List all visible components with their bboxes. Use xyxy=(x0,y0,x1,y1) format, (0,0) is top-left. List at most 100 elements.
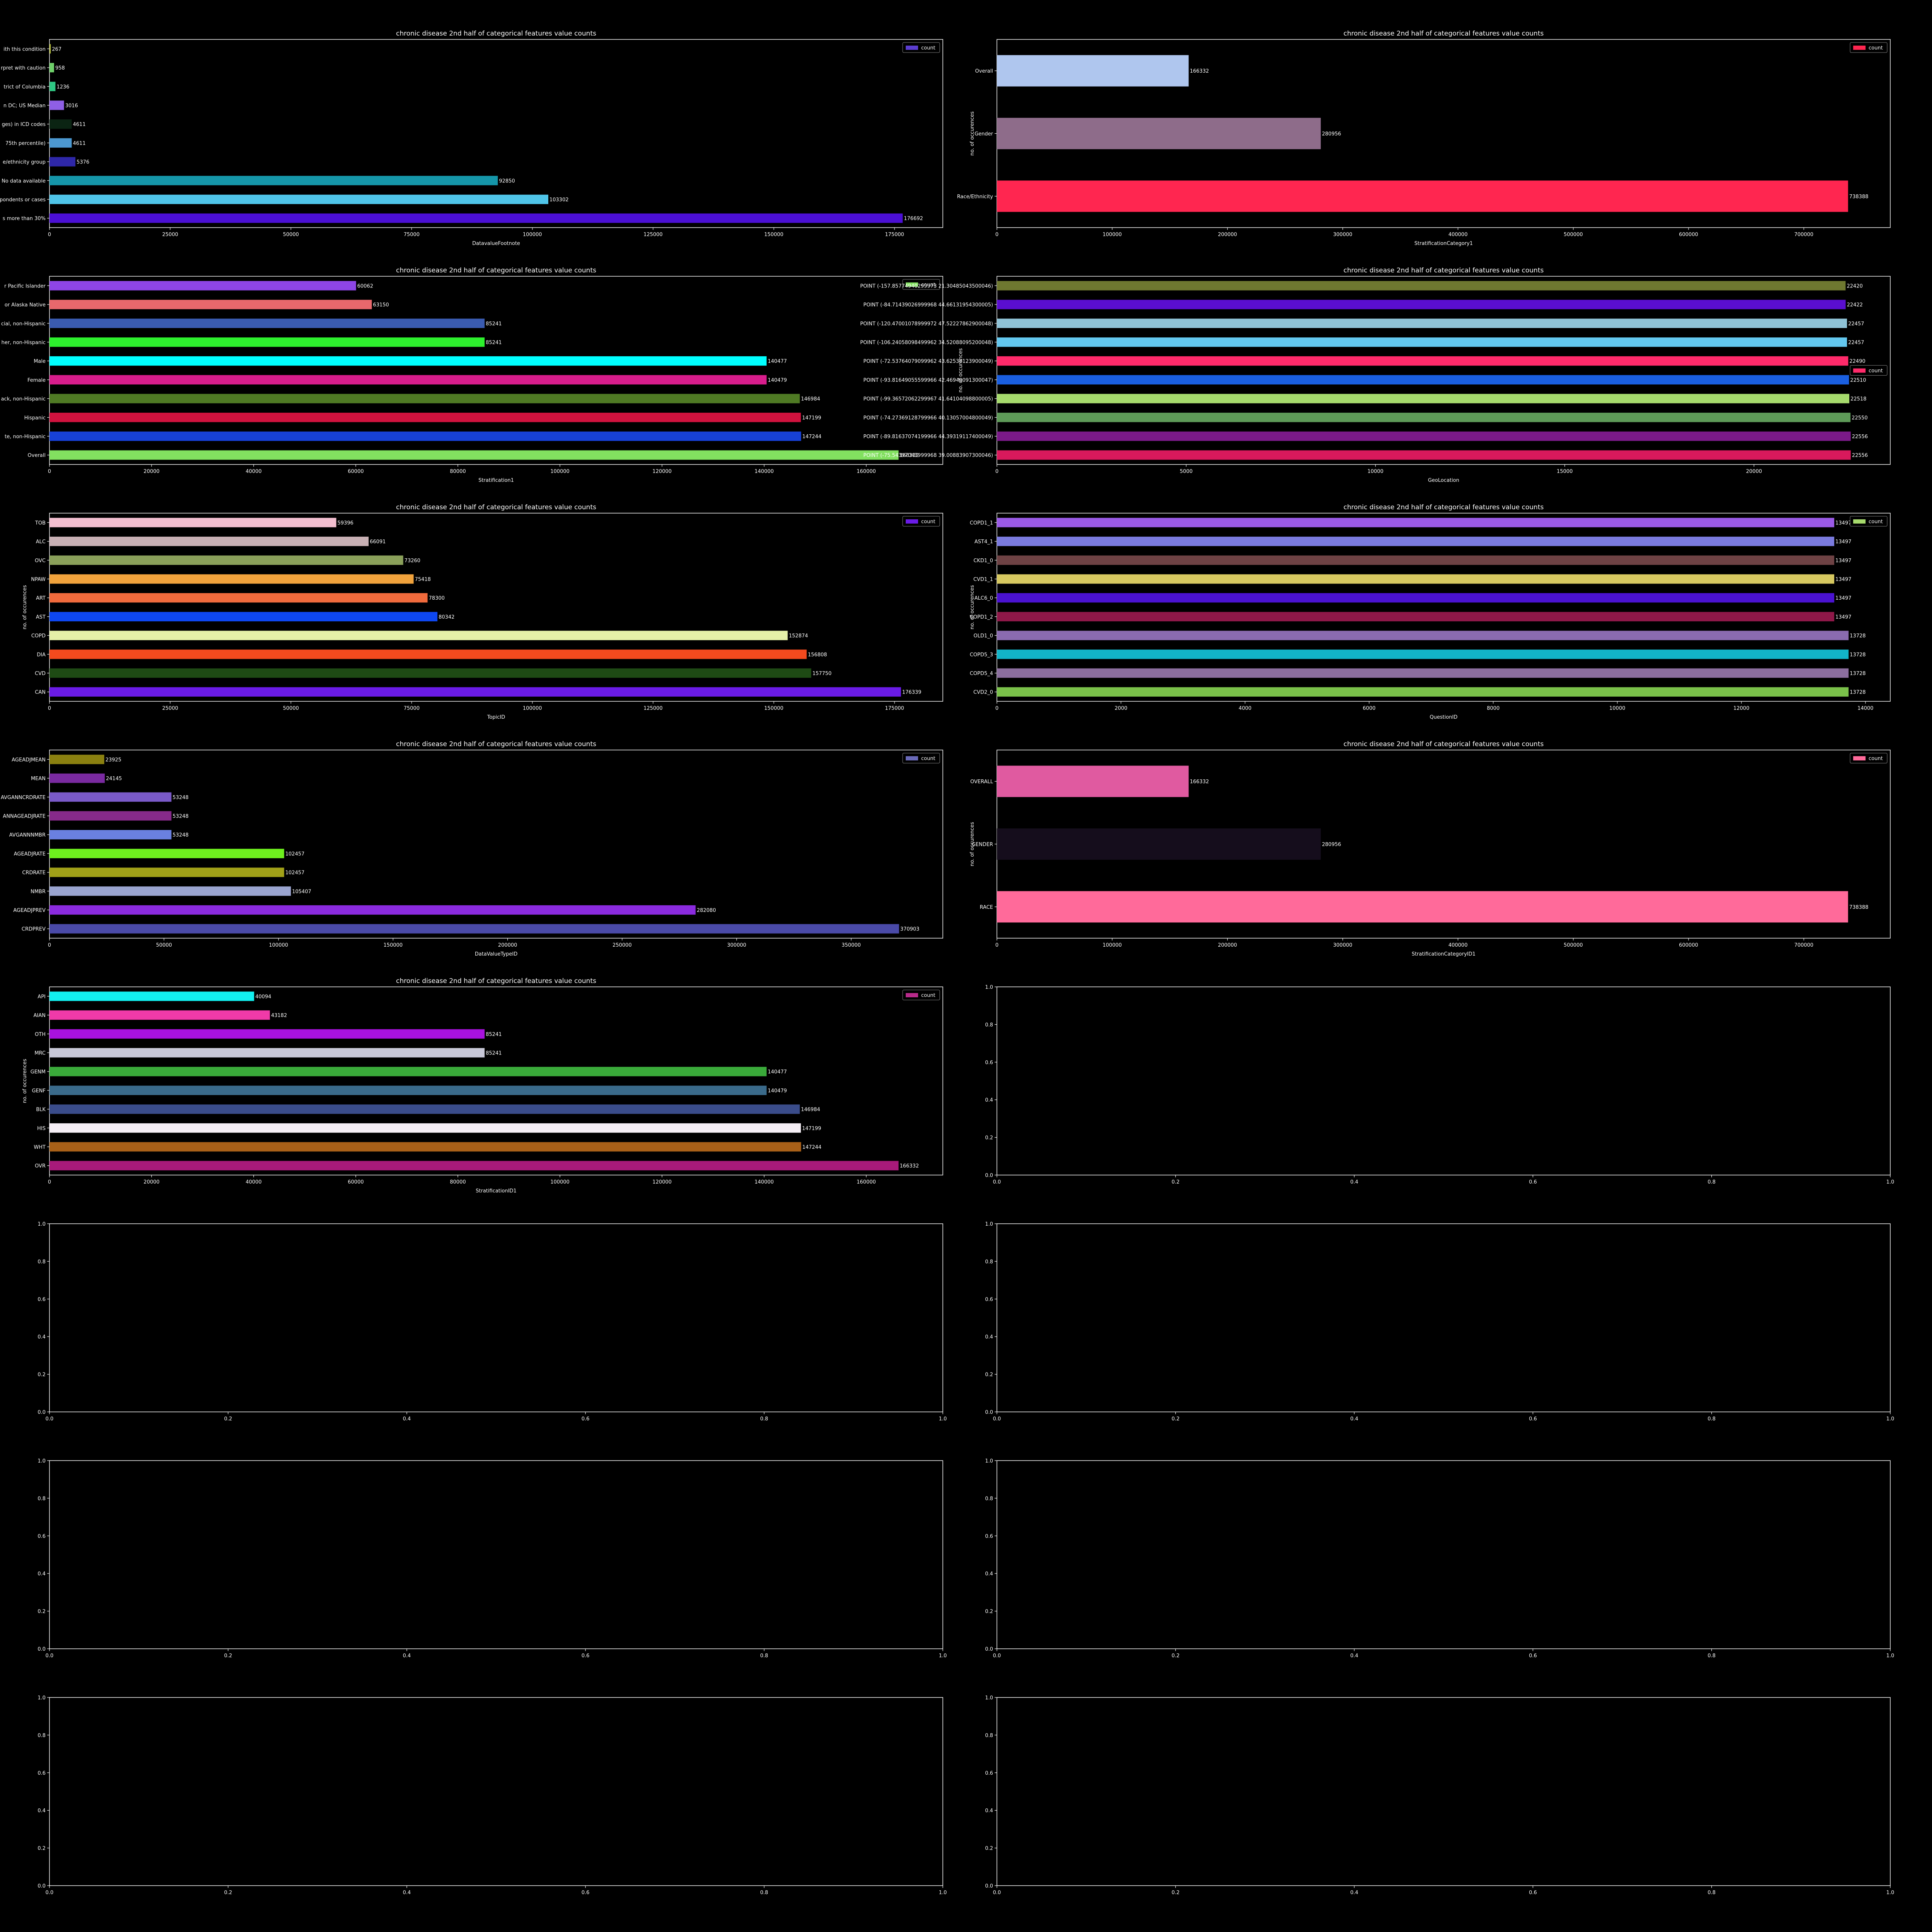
y-tick-label: 1.0 xyxy=(985,1695,993,1701)
empty-axes-12: 0.00.0 0.2 0.2 0.4 0.4 0.6 0.6 0.8 0.8 1.0 1.0 xyxy=(37,1458,947,1659)
x-tick-label: 50000 xyxy=(156,942,172,948)
y-tick-label: OVR xyxy=(35,1163,46,1169)
plot-frame xyxy=(49,1223,943,1412)
bar xyxy=(997,650,1849,659)
bar xyxy=(49,157,76,167)
data-label: 267 xyxy=(52,46,61,52)
bar xyxy=(997,828,1321,860)
y-tick-label: 1.0 xyxy=(985,1221,993,1227)
bar xyxy=(49,63,54,73)
x-tick-label: 10000 xyxy=(1367,469,1383,474)
plot-frame xyxy=(49,750,943,939)
legend-label: count xyxy=(921,45,935,51)
legend-box xyxy=(902,279,940,290)
legend-swatch xyxy=(906,519,918,524)
x-tick-label: 50000 xyxy=(283,706,299,711)
x-tick-label: 140000 xyxy=(755,469,774,474)
x-tick-label: 1.0 xyxy=(1886,1179,1895,1185)
x-tick-label: 175000 xyxy=(885,232,904,238)
data-label: 59396 xyxy=(337,520,353,526)
y-tick-label: 0.2 xyxy=(37,1609,46,1615)
x-tick-label: 20000 xyxy=(144,1179,160,1185)
x-tick-label: 0.2 xyxy=(224,1416,232,1422)
x-tick-label: 0.0 xyxy=(993,1653,1001,1659)
chart-3: chronic disease 2nd half of categorical … xyxy=(860,267,1891,483)
y-tick-label: 0.0 xyxy=(37,1410,46,1415)
data-label: 22457 xyxy=(1848,321,1864,327)
plot-frame xyxy=(997,1697,1891,1886)
data-label: 43182 xyxy=(271,1013,287,1019)
x-tick-label: 500000 xyxy=(1564,232,1583,238)
y-tick-label: 0.0 xyxy=(985,1410,993,1415)
bar xyxy=(49,1142,801,1152)
y-tick-label: 0.0 xyxy=(37,1646,46,1652)
x-tick-label: 0 xyxy=(48,706,51,711)
y-tick-label: ALC xyxy=(36,539,46,545)
legend-swatch xyxy=(906,993,918,997)
legend-box xyxy=(902,990,940,1000)
data-label: 4611 xyxy=(73,122,86,128)
y-tick-label: 0.4 xyxy=(37,1334,46,1340)
data-label: 176339 xyxy=(902,690,922,696)
legend-box xyxy=(1850,42,1888,53)
chart-title: chronic disease 2nd half of categorical … xyxy=(1344,503,1544,511)
x-tick-label: 50000 xyxy=(283,232,299,238)
y-tick-label: GENF xyxy=(32,1088,46,1094)
bar xyxy=(49,612,438,622)
chart-2: chronic disease 2nd half of categorical … xyxy=(1,267,943,483)
data-label: 85241 xyxy=(486,321,502,327)
x-tick-label: 0.4 xyxy=(403,1653,411,1659)
bar xyxy=(49,886,291,896)
data-label: 280956 xyxy=(1322,131,1341,137)
y-axis-label: no. of occurences xyxy=(22,585,28,629)
x-tick-label: 10000 xyxy=(1609,706,1625,711)
x-tick-label: 0.4 xyxy=(403,1890,411,1896)
plot-frame xyxy=(49,1460,943,1649)
y-tick-label: POINT (-84.71439026999968 44.66131954300… xyxy=(863,302,993,308)
x-tick-label: 0 xyxy=(48,942,51,948)
bar xyxy=(49,1123,801,1133)
x-tick-label: 700000 xyxy=(1794,942,1813,948)
plot-frame xyxy=(997,1223,1891,1412)
y-tick-label: 0.6 xyxy=(985,1534,993,1539)
x-tick-label: 25000 xyxy=(162,232,178,238)
x-tick-label: 140000 xyxy=(755,1179,774,1185)
x-tick-label: 0.2 xyxy=(224,1653,232,1659)
x-tick-label: 300000 xyxy=(1333,232,1352,238)
data-label: 102457 xyxy=(285,851,304,857)
legend-label: count xyxy=(921,519,935,525)
x-tick-label: 500000 xyxy=(1564,942,1583,948)
y-tick-label: 0.0 xyxy=(985,1883,993,1889)
y-axis-label: no. of occurences xyxy=(969,111,975,156)
y-tick-label: COPD5_3 xyxy=(970,652,993,658)
x-tick-label: 100000 xyxy=(1103,232,1122,238)
x-tick-label: 0.6 xyxy=(1529,1179,1537,1185)
data-label: 13497 xyxy=(1835,595,1851,601)
x-tick-label: 120000 xyxy=(653,469,672,474)
y-tick-label: Hispanic xyxy=(24,415,46,421)
y-axis-label: no. of occurences xyxy=(969,822,975,866)
x-tick-label: 100000 xyxy=(550,469,570,474)
data-label: 53248 xyxy=(173,832,189,838)
y-tick-label: TOB xyxy=(35,520,46,526)
y-tick-label: GENM xyxy=(31,1069,46,1075)
x-axis-label: DataValueTypeID xyxy=(475,951,517,957)
x-tick-label: 100000 xyxy=(269,942,288,948)
y-axis-label: no. of occurences xyxy=(958,348,964,393)
legend-swatch xyxy=(1853,756,1866,760)
y-tick-label: HIS xyxy=(37,1126,46,1131)
y-tick-label: 0.8 xyxy=(985,1496,993,1502)
data-label: 176692 xyxy=(904,216,923,222)
y-tick-label: n DC; US Median xyxy=(3,103,46,109)
bar xyxy=(49,792,172,802)
data-label: 13728 xyxy=(1850,652,1866,658)
y-tick-label: 0.4 xyxy=(985,1808,993,1814)
x-tick-label: 100000 xyxy=(523,706,542,711)
y-tick-label: POINT (-106.24058098499962 34.5208809520… xyxy=(860,340,993,345)
x-tick-label: 300000 xyxy=(727,942,747,948)
data-label: 92850 xyxy=(499,178,515,184)
y-tick-label: WHT xyxy=(34,1145,46,1150)
x-tick-label: 200000 xyxy=(498,942,517,948)
x-tick-label: 600000 xyxy=(1679,232,1698,238)
legend-box xyxy=(1850,516,1888,527)
